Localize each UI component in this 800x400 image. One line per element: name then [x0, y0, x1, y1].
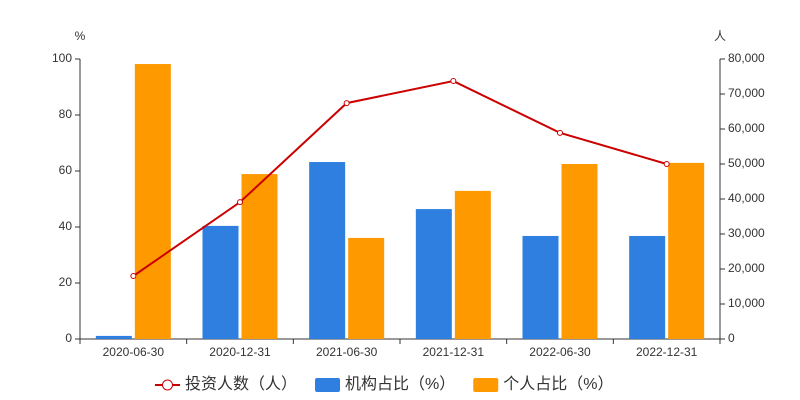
x-tick-label: 2021-12-31 — [423, 345, 485, 359]
y2-axis-unit: 人 — [714, 29, 726, 43]
legend-icon — [162, 379, 173, 391]
y2-tick-label: 10,000 — [728, 296, 765, 310]
line-point — [343, 100, 350, 107]
legend-icon — [473, 378, 499, 392]
x-tick-label: 2020-12-31 — [209, 345, 271, 359]
legend-icon — [315, 378, 341, 392]
bar — [134, 64, 171, 339]
bar — [454, 190, 491, 339]
line-point — [237, 199, 243, 206]
y-tick-label: 60 — [59, 163, 73, 177]
y2-tick-label: 30,000 — [728, 226, 765, 240]
legend-label: 投资人数（人） — [185, 375, 297, 393]
bar — [202, 225, 239, 339]
y2-tick-label: 50,000 — [728, 156, 765, 170]
line-point — [663, 161, 670, 167]
bar — [309, 162, 346, 339]
y-tick-label: 20 — [59, 275, 73, 289]
y-tick-label: 40 — [59, 219, 73, 233]
x-tick-label: 2022-06-30 — [529, 345, 591, 359]
y-tick-label: 0 — [65, 331, 72, 345]
y2-tick-label: 20,000 — [728, 261, 765, 275]
bar — [415, 209, 452, 339]
y2-tick-label: 80,000 — [728, 51, 765, 65]
y2-tick-label: 40,000 — [728, 191, 765, 205]
y-axis-unit: % — [75, 29, 86, 43]
bar — [629, 235, 666, 339]
bar — [241, 174, 278, 339]
y-tick-label: 80 — [59, 107, 73, 121]
bar — [561, 164, 598, 339]
bar — [522, 235, 559, 339]
y2-tick-label: 0 — [728, 331, 735, 345]
y-tick-label: 100 — [52, 51, 72, 65]
line-point — [450, 78, 457, 85]
legend-label: 机构占比（%） — [345, 375, 455, 393]
x-tick-label: 2022-12-31 — [636, 345, 698, 359]
line-point — [130, 273, 137, 279]
x-tick-label: 2020-06-30 — [103, 345, 165, 359]
legend-label: 个人占比（%） — [503, 375, 613, 393]
x-tick-label: 2021-06-30 — [316, 345, 378, 359]
bar — [668, 162, 705, 339]
bar — [95, 335, 132, 339]
y2-tick-label: 60,000 — [728, 121, 765, 135]
line — [132, 80, 667, 277]
y2-tick-label: 70,000 — [728, 86, 765, 100]
line-point — [557, 129, 563, 136]
bar — [348, 237, 385, 339]
